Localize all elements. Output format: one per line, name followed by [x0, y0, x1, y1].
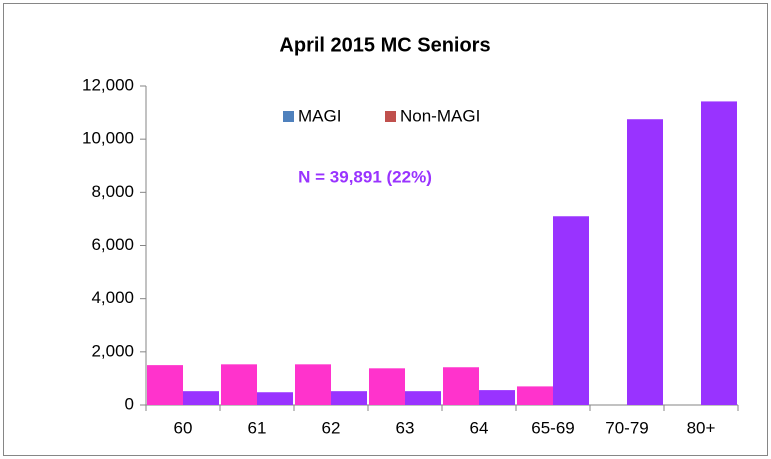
x-tick-label: 64: [470, 418, 489, 437]
x-tick-label: 70-79: [605, 418, 648, 437]
x-tick-label: 63: [396, 418, 415, 437]
bar: [221, 364, 257, 405]
y-tick-label: 0: [125, 394, 134, 413]
x-tick-label: 62: [322, 418, 341, 437]
bar: [443, 367, 479, 405]
bar: [701, 101, 737, 405]
legend-swatch: [385, 111, 396, 122]
legend-label: Non-MAGI: [400, 106, 480, 125]
bar: [517, 386, 553, 405]
legend-swatch: [283, 111, 294, 122]
x-tick-label: 61: [248, 418, 267, 437]
bar: [257, 392, 293, 405]
bar: [405, 391, 441, 405]
bar: [147, 365, 183, 405]
legend-label: MAGI: [298, 106, 341, 125]
bar: [295, 364, 331, 405]
bar: [183, 391, 219, 405]
y-tick-label: 10,000: [82, 129, 134, 148]
chart-title: April 2015 MC Seniors: [279, 34, 490, 56]
x-tick-label: 80+: [687, 418, 716, 437]
y-tick-label: 12,000: [82, 75, 134, 94]
x-tick-label: 60: [174, 418, 193, 437]
bar: [479, 390, 515, 405]
x-tick-label: 65-69: [531, 418, 574, 437]
y-tick-label: 2,000: [91, 341, 134, 360]
annotation: N = 39,891 (22%): [298, 167, 432, 186]
bar: [553, 216, 589, 405]
bar: [331, 391, 367, 405]
bar: [627, 119, 663, 406]
y-tick-label: 6,000: [91, 235, 134, 254]
bar: [369, 368, 405, 405]
y-tick-label: 8,000: [91, 182, 134, 201]
y-tick-label: 4,000: [91, 288, 134, 307]
